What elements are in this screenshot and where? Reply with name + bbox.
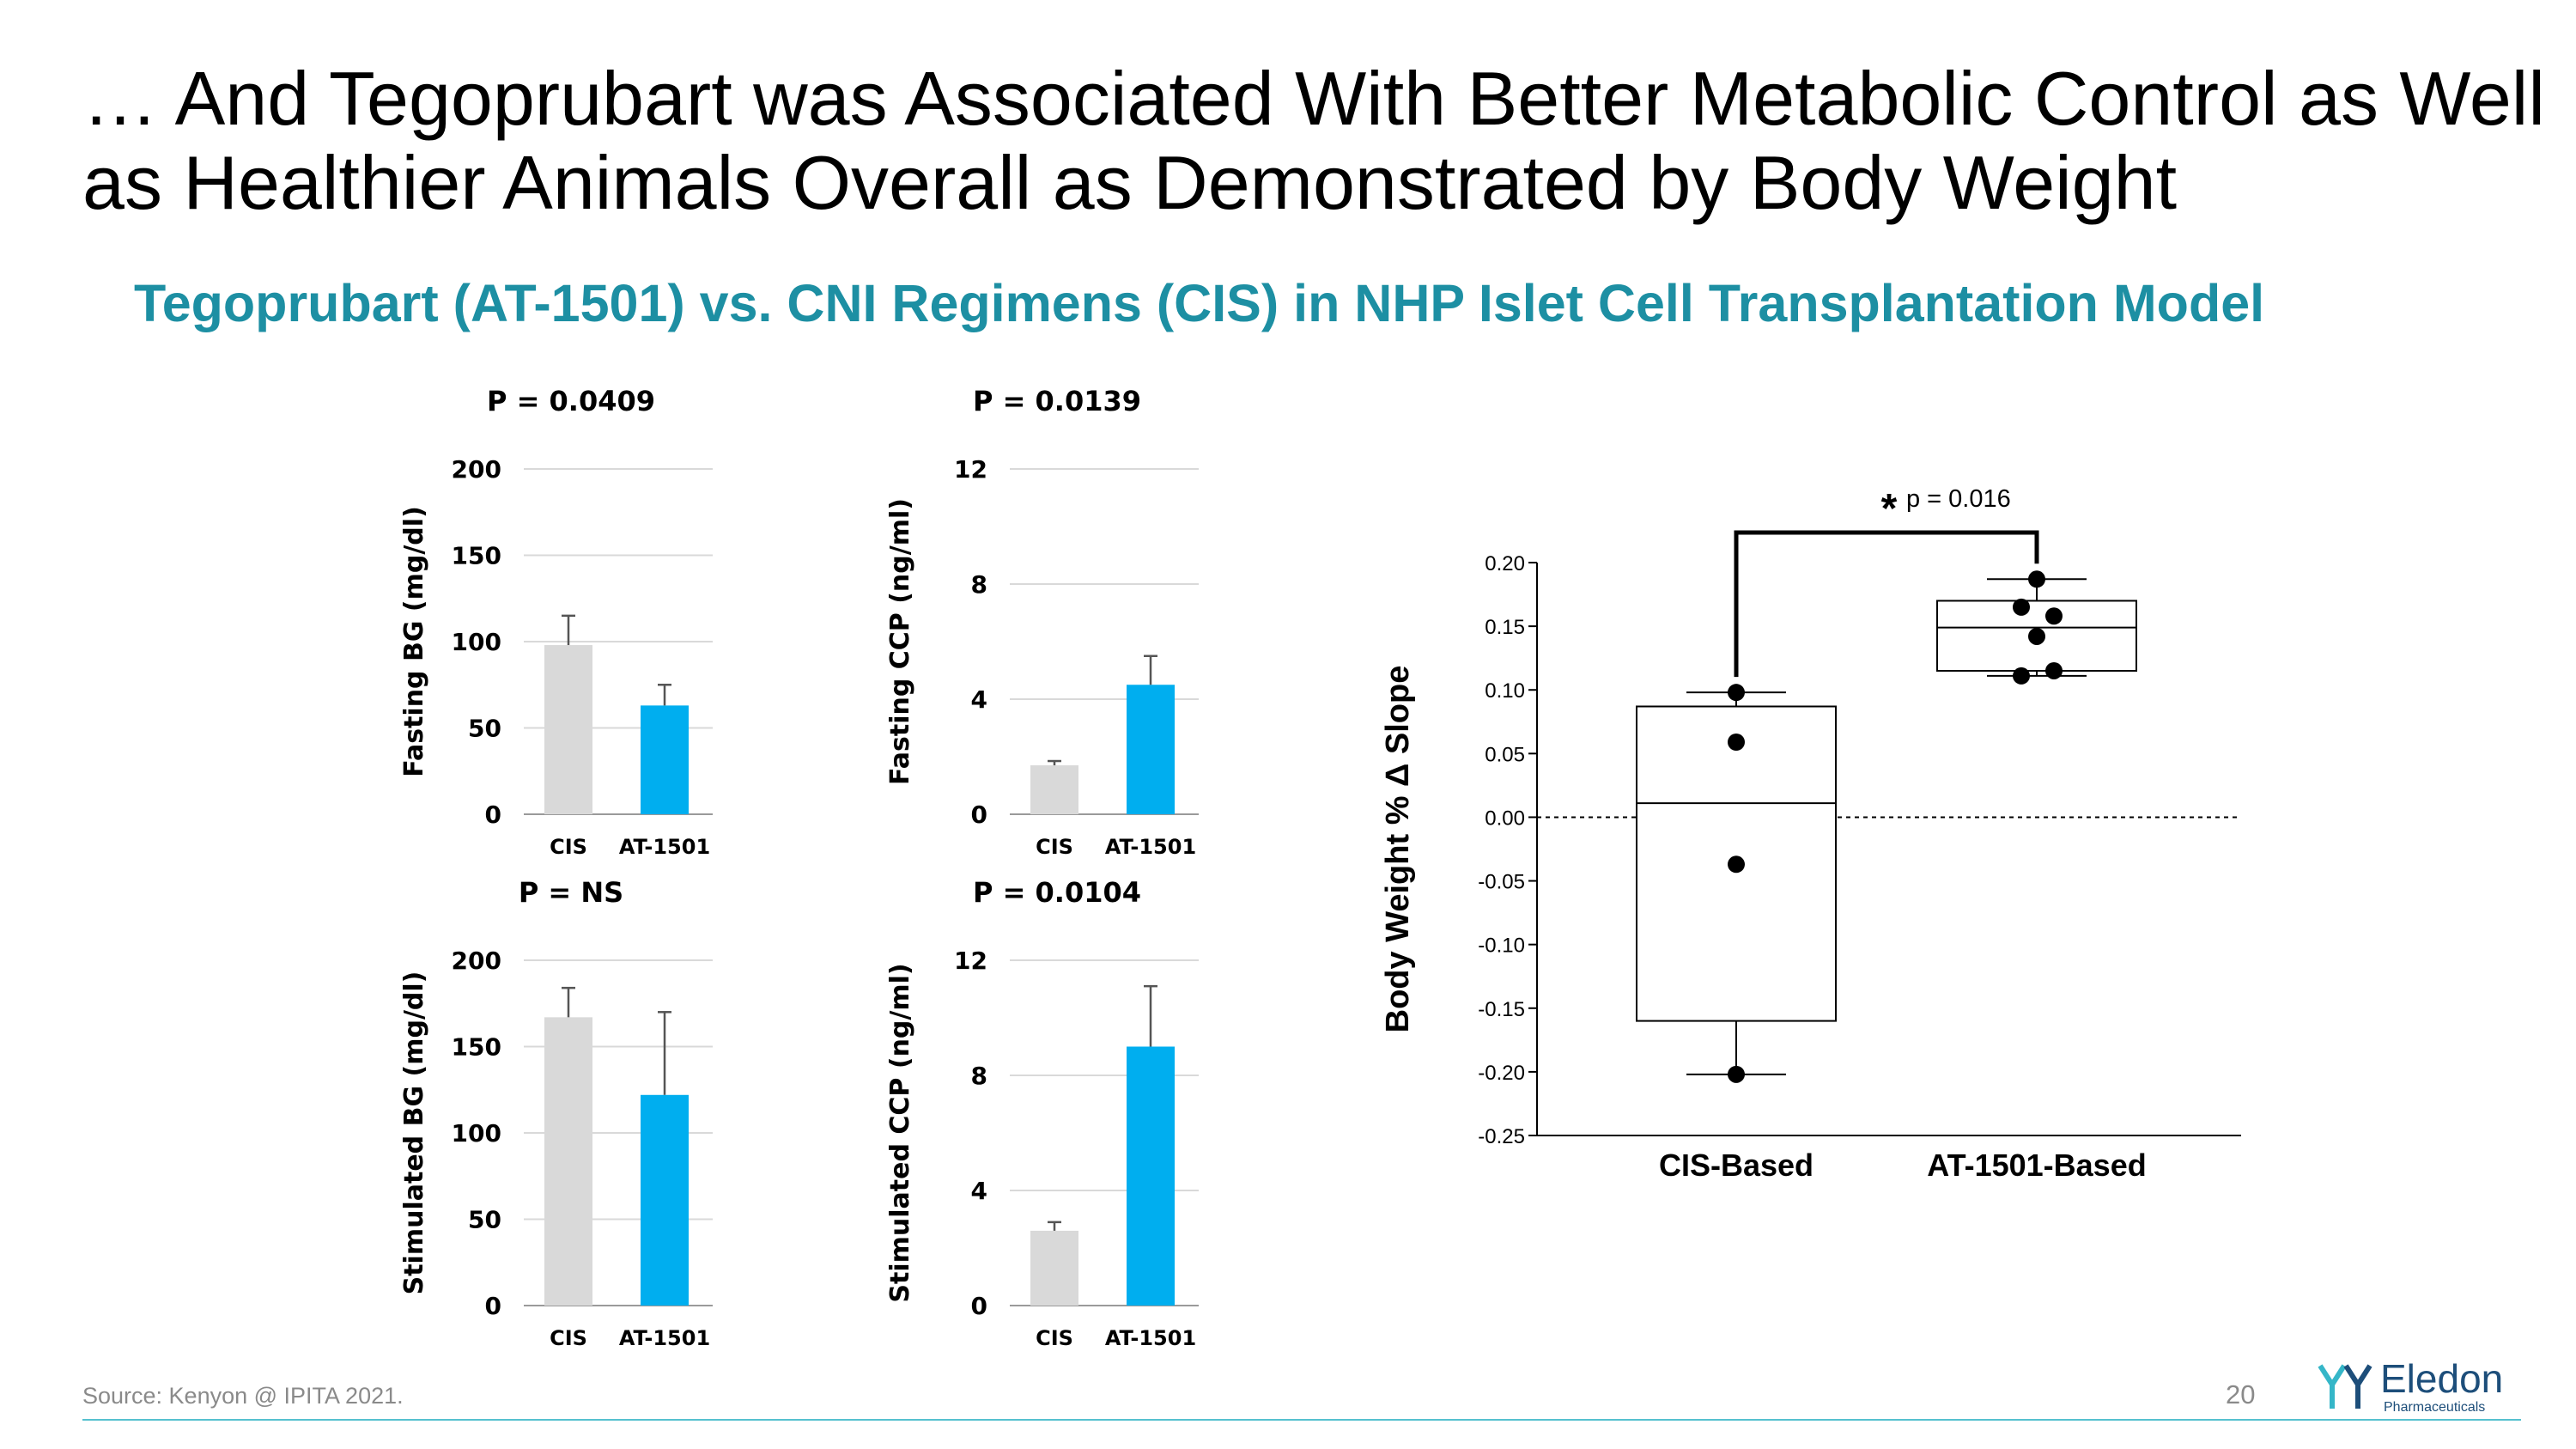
x-tick-label: AT-1501 — [619, 835, 710, 859]
x-tick-label: CIS-Based — [1659, 1148, 1814, 1183]
y-tick-label: 0 — [971, 1292, 987, 1320]
y-tick-label: 4 — [971, 1177, 987, 1205]
body-weight-box-plot: Body Weight % Δ Slope 0.20 0.15 0.10 0.05 0.0… — [1357, 464, 2267, 1211]
data-point-cis — [1728, 855, 1745, 873]
y-tick-label: 100 — [452, 628, 501, 656]
y-tick-label: 150 — [452, 542, 501, 570]
data-point-at1501 — [2028, 628, 2045, 645]
data-point-at1501 — [2045, 662, 2063, 679]
y-tick-label: 200 — [452, 947, 501, 975]
chart-title-p-value: P = 0.0139 — [973, 385, 1141, 417]
y-tick-label: 12 — [954, 455, 987, 484]
y-tick-label: 12 — [954, 947, 987, 975]
footer-divider — [82, 1419, 2521, 1421]
x-tick-label: AT-1501 — [1105, 835, 1196, 859]
bar-cis — [1030, 1231, 1078, 1306]
bar-at-1501 — [1127, 685, 1175, 814]
source-note: Source: Kenyon @ IPITA 2021. — [82, 1383, 404, 1409]
y-tick-label: 0.10 — [1485, 679, 1525, 703]
y-axis-label: Fasting CCP (ng/ml) — [885, 498, 915, 785]
fasting-bg-chart: P = 0.0409 Fasting BG (mg/dl) 0 50 100 150 200… — [378, 378, 756, 859]
bar-cis — [1030, 765, 1078, 814]
y-tick-label: -0.05 — [1478, 871, 1525, 894]
chart-title-p-value: P = 0.0104 — [973, 876, 1141, 909]
y-axis-label: Stimulated BG (mg/dl) — [399, 971, 429, 1295]
y-tick-label: 0 — [971, 801, 987, 829]
y-tick-label: 50 — [468, 1206, 501, 1234]
data-point-at1501 — [2013, 667, 2030, 685]
y-tick-label: -0.20 — [1478, 1062, 1525, 1085]
y-tick-label: 4 — [971, 685, 987, 714]
x-tick-label: CIS — [550, 1326, 587, 1350]
data-point-cis — [1728, 1066, 1745, 1083]
y-tick-label: 0 — [485, 801, 501, 829]
y-axis-label: Stimulated CCP (ng/ml) — [885, 963, 915, 1302]
y-tick-label: -0.10 — [1478, 935, 1525, 958]
logo-name: Eledon — [2380, 1355, 2503, 1402]
page-number: 20 — [2226, 1379, 2255, 1410]
bar-at-1501 — [1127, 1047, 1175, 1306]
y-tick-label: 0.20 — [1485, 552, 1525, 575]
y-tick-label: 200 — [452, 455, 501, 484]
y-tick-label: 0.15 — [1485, 616, 1525, 639]
significance-p-value: p = 0.016 — [1906, 485, 2011, 513]
y-tick-label: 8 — [971, 1062, 987, 1090]
x-tick-label: CIS — [550, 835, 587, 859]
eledon-logo-icon — [2317, 1359, 2373, 1416]
x-tick-label: CIS — [1036, 1326, 1073, 1350]
x-tick-label: AT-1501 — [619, 1326, 710, 1350]
stimulated-ccp-chart: P = 0.0104 Stimulated CCP (ng/ml) 0 4 8 12 CIS… — [864, 869, 1242, 1350]
slide-subtitle: Tegoprubart (AT-1501) vs. CNI Regimens (… — [134, 273, 2264, 333]
bar-at-1501 — [641, 705, 689, 814]
logo-subtitle: Pharmaceuticals — [2384, 1400, 2485, 1416]
y-tick-label: 8 — [971, 570, 987, 599]
data-point-at1501 — [2028, 570, 2045, 588]
data-point-cis — [1728, 684, 1745, 701]
chart-title-p-value: P = 0.0409 — [487, 385, 655, 417]
y-tick-label: -0.15 — [1478, 998, 1525, 1021]
x-tick-label: CIS — [1036, 835, 1073, 859]
x-tick-label: AT-1501 — [1105, 1326, 1196, 1350]
chart-title-p-value: P = NS — [519, 876, 623, 909]
y-tick-label: -0.25 — [1478, 1125, 1525, 1148]
eledon-logo: Eledon Pharmaceuticals — [2317, 1355, 2523, 1417]
y-axis-label: Fasting BG (mg/dl) — [399, 506, 429, 777]
bar-at-1501 — [641, 1095, 689, 1306]
y-axis-label: Body Weight % Δ Slope — [1380, 666, 1416, 1033]
y-tick-label: 0.00 — [1485, 807, 1525, 830]
significance-star: * — [1881, 486, 1898, 532]
y-tick-label: 150 — [452, 1033, 501, 1062]
y-tick-label: 100 — [452, 1119, 501, 1148]
y-tick-label: 50 — [468, 715, 501, 743]
data-point-cis — [1728, 734, 1745, 751]
bar-cis — [544, 645, 592, 814]
x-tick-label: AT-1501-Based — [1927, 1148, 2146, 1183]
slide-title: … And Tegoprubart was Associated With Be… — [82, 57, 2555, 225]
y-tick-label: 0.05 — [1485, 743, 1525, 766]
stimulated-bg-chart: P = NS Stimulated BG (mg/dl) 0 50 100 150 200 C… — [378, 869, 756, 1350]
data-point-at1501 — [2045, 607, 2063, 624]
y-tick-label: 0 — [485, 1292, 501, 1320]
bar-cis — [544, 1017, 592, 1306]
data-point-at1501 — [2013, 599, 2030, 616]
fasting-ccp-chart: P = 0.0139 Fasting CCP (ng/ml) 0 4 8 12 CIS AT-… — [864, 378, 1242, 859]
